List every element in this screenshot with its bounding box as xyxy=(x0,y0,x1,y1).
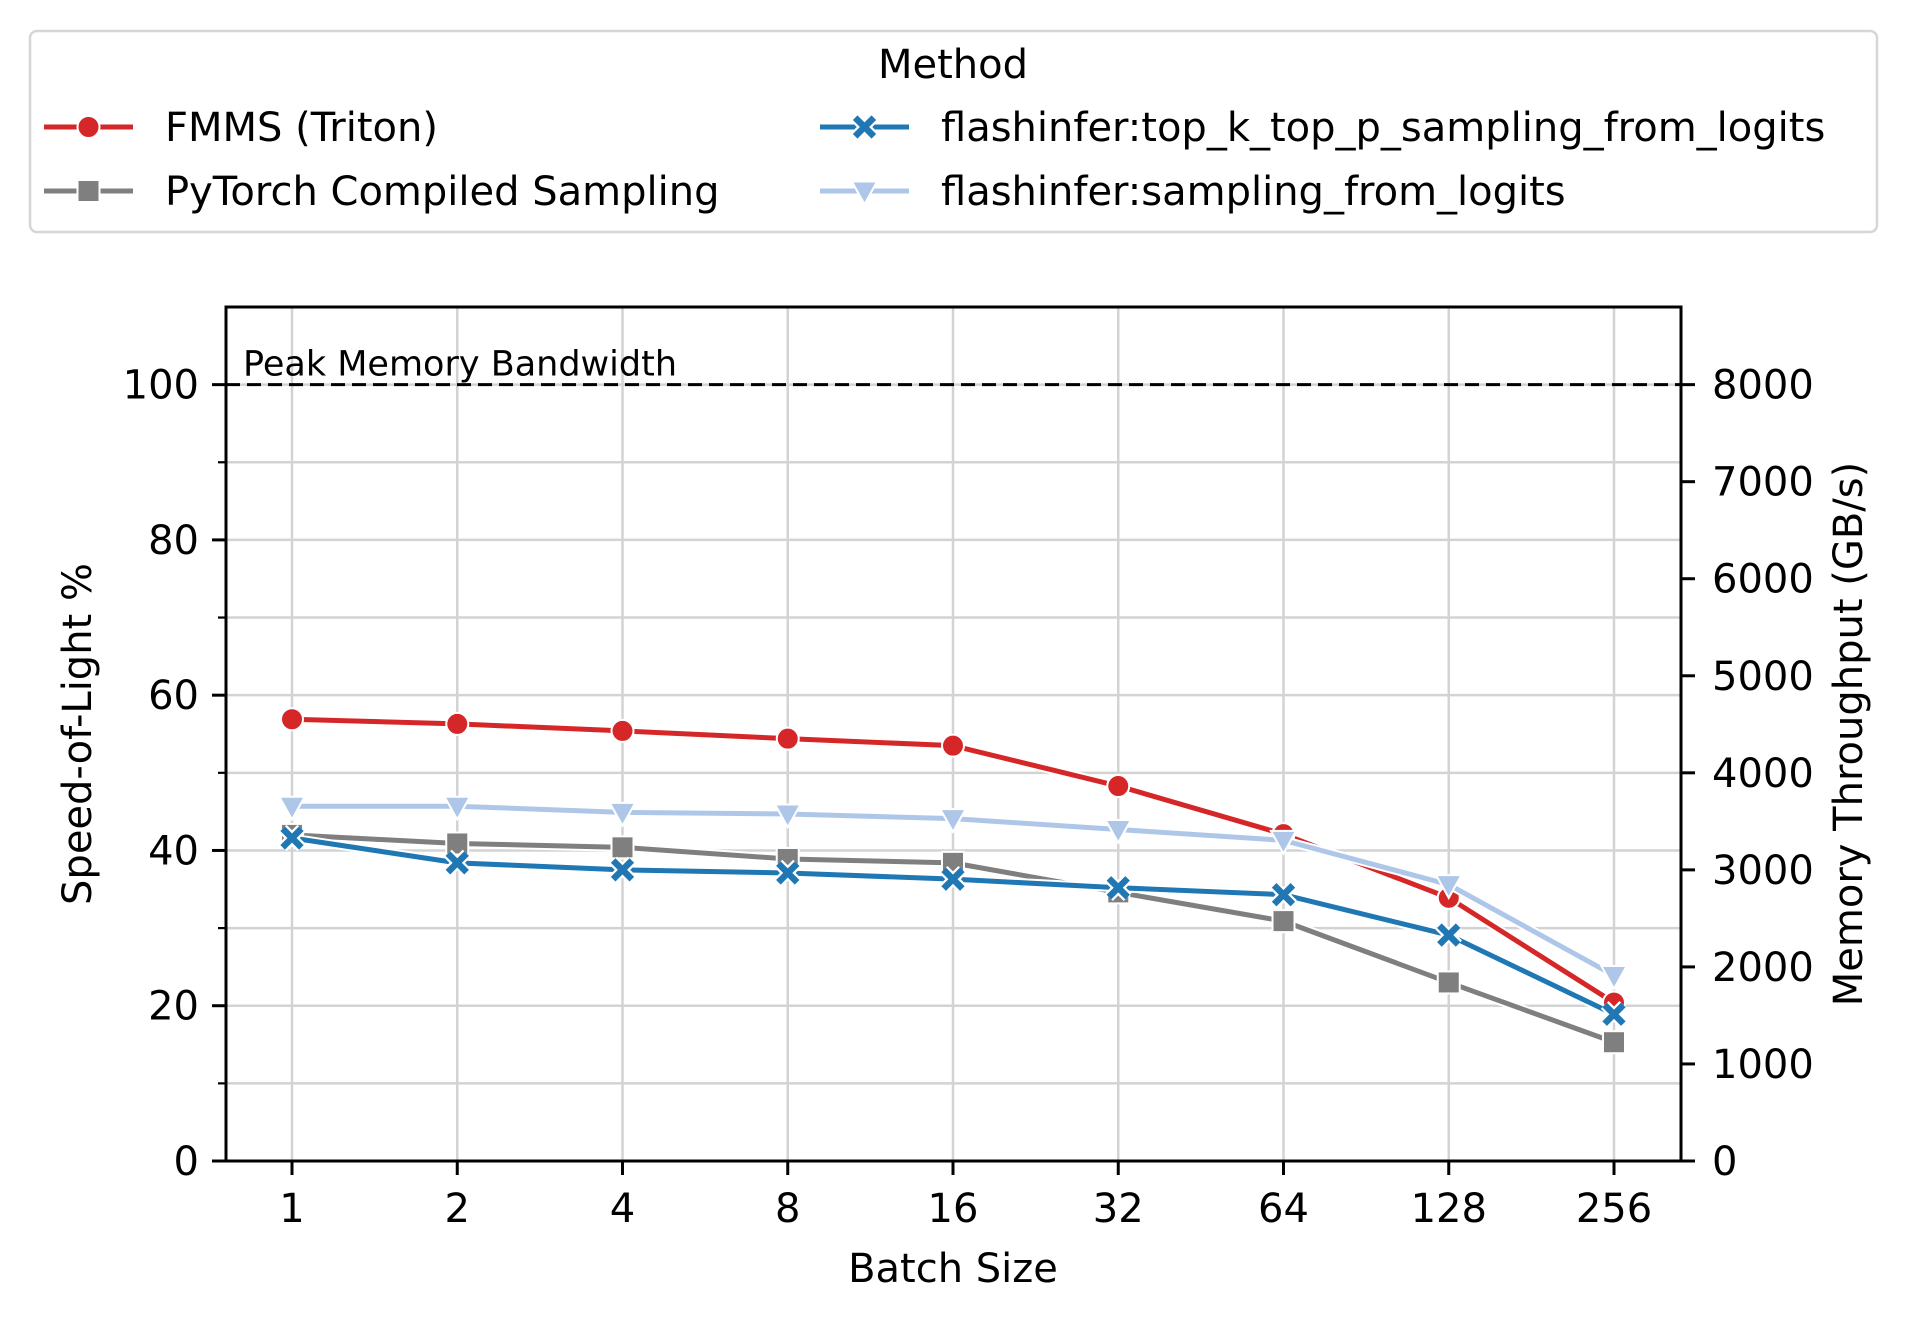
data-point xyxy=(1106,774,1131,799)
data-point xyxy=(1105,874,1132,901)
legend-marker-icon xyxy=(850,180,879,207)
x-tick-label: 8 xyxy=(775,1186,800,1232)
data-point xyxy=(610,718,635,743)
data-point xyxy=(278,824,306,852)
data-point xyxy=(608,801,637,828)
y-tick-label: 40 xyxy=(148,828,199,874)
data-point xyxy=(1435,921,1462,949)
data-point xyxy=(1270,881,1297,908)
data-point xyxy=(938,808,968,834)
series-layer xyxy=(277,707,1629,1055)
y-tick-label: 60 xyxy=(148,673,199,719)
data-point xyxy=(609,856,636,884)
x-tick-label: 32 xyxy=(1093,1186,1144,1232)
legend-marker-icon xyxy=(76,115,101,139)
reference-line-group: Peak Memory Bandwidth xyxy=(226,345,1681,387)
data-point xyxy=(442,795,472,822)
legend-marker-icon xyxy=(76,179,101,203)
x-axis-label: Batch Size xyxy=(848,1246,1058,1292)
y-right-tick-label: 4000 xyxy=(1712,751,1814,797)
data-point xyxy=(1600,1001,1628,1028)
legend: Method FMMS (Triton) PyTorch Compiled Sam… xyxy=(28,29,1879,234)
data-point xyxy=(280,707,304,732)
y-right-tick-label: 8000 xyxy=(1712,363,1814,409)
series-2 xyxy=(278,824,1628,1028)
x-tick-label: 2 xyxy=(445,1186,470,1232)
legend-label: flashinfer:top_k_top_p_sampling_from_log… xyxy=(941,105,1825,151)
data-point xyxy=(445,831,470,856)
data-point xyxy=(444,849,471,877)
x-tick-label: 64 xyxy=(1258,1186,1309,1232)
data-point xyxy=(610,835,635,860)
legend-item[interactable]: flashinfer:sampling_from_logits xyxy=(820,169,1566,215)
y-tick-label: 20 xyxy=(148,984,199,1030)
series-1 xyxy=(280,822,1626,1055)
legend-item[interactable]: flashinfer:top_k_top_p_sampling_from_log… xyxy=(820,105,1825,151)
data-point xyxy=(775,726,800,751)
data-point xyxy=(939,865,967,893)
data-point xyxy=(1602,1030,1626,1055)
legend-marker-icon xyxy=(851,113,878,141)
y-right-tick-label: 1000 xyxy=(1712,1042,1814,1088)
legend-item[interactable]: FMMS (Triton) xyxy=(44,105,438,151)
y-axis-right-label: Memory Throughput (GB/s) xyxy=(1826,462,1872,1006)
data-point xyxy=(1599,964,1629,991)
axes: 0204060801000100020003000400050006000700… xyxy=(123,305,1814,1232)
data-point xyxy=(941,733,965,758)
y-right-tick-label: 5000 xyxy=(1712,654,1814,700)
data-point xyxy=(1103,819,1133,845)
y-tick-label: 0 xyxy=(174,1139,199,1185)
data-point xyxy=(1271,909,1296,934)
x-tick-label: 16 xyxy=(928,1186,979,1232)
x-tick-label: 1 xyxy=(279,1186,304,1232)
data-point xyxy=(1434,874,1464,900)
x-tick-label: 4 xyxy=(610,1186,635,1232)
legend-label: FMMS (Triton) xyxy=(165,105,438,151)
y-axis-label: Speed-of-Light % xyxy=(55,563,101,905)
data-point xyxy=(1269,829,1298,856)
x-tick-label: 128 xyxy=(1411,1186,1487,1232)
legend-label: flashinfer:sampling_from_logits xyxy=(941,169,1566,215)
data-point xyxy=(277,795,307,822)
y-right-tick-label: 6000 xyxy=(1712,557,1814,603)
legend-item[interactable]: PyTorch Compiled Sampling xyxy=(44,169,719,215)
y-right-tick-label: 7000 xyxy=(1712,460,1814,506)
data-point xyxy=(774,859,801,887)
data-point xyxy=(445,711,470,736)
x-tick-label: 256 xyxy=(1576,1186,1652,1232)
y-right-tick-label: 2000 xyxy=(1712,945,1814,991)
series-0 xyxy=(280,707,1626,1015)
y-right-tick-label: 3000 xyxy=(1712,848,1814,894)
data-point xyxy=(773,803,803,830)
series-3 xyxy=(277,795,1629,991)
y-right-tick-label: 0 xyxy=(1712,1139,1737,1185)
legend-label: PyTorch Compiled Sampling xyxy=(165,169,719,215)
data-point xyxy=(1436,970,1461,995)
y-tick-label: 100 xyxy=(123,363,199,409)
peak-bandwidth-label: Peak Memory Bandwidth xyxy=(243,345,677,385)
legend-frame xyxy=(28,29,1879,234)
legend-title: Method xyxy=(878,42,1028,88)
y-tick-label: 80 xyxy=(148,518,199,564)
